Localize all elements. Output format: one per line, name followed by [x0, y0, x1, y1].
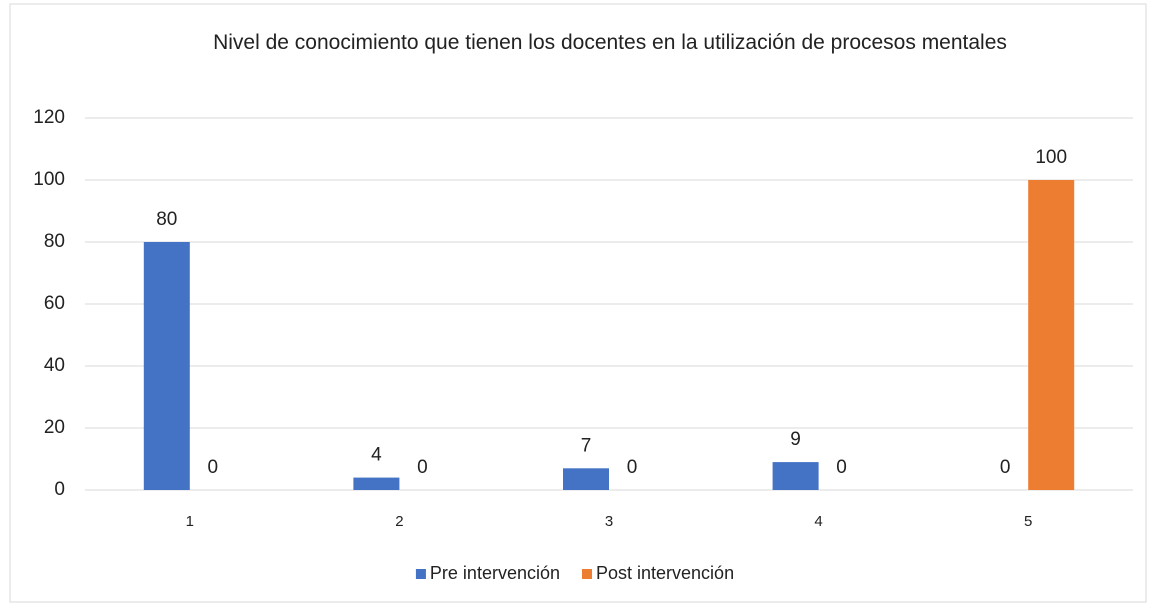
bar	[1028, 180, 1075, 490]
data-label: 7	[581, 435, 592, 456]
chart-title: Nivel de conocimiento que tienen los doc…	[213, 31, 1007, 54]
bar	[143, 242, 190, 490]
legend-swatch	[582, 569, 592, 579]
legend-label: Pre intervención	[430, 563, 560, 583]
bar	[772, 462, 819, 490]
x-tick-label: 2	[395, 513, 403, 530]
legend-label: Post intervención	[596, 563, 734, 583]
chart-border	[9, 3, 1147, 603]
x-tick-label: 1	[186, 513, 194, 530]
y-tick-label: 100	[33, 169, 65, 190]
data-label: 0	[1000, 457, 1011, 478]
y-tick-label: 0	[54, 479, 65, 500]
y-tick-label: 120	[33, 107, 65, 128]
y-tick-label: 40	[44, 355, 65, 376]
x-tick-label: 5	[1024, 513, 1032, 530]
y-tick-label: 60	[44, 293, 65, 314]
bar	[353, 477, 400, 490]
legend-swatch	[415, 569, 426, 579]
bar	[563, 468, 609, 490]
data-label: 100	[1035, 147, 1067, 168]
x-tick-label: 3	[605, 513, 613, 530]
data-label: 0	[208, 457, 219, 478]
x-tick-label: 4	[814, 513, 822, 530]
y-tick-label: 20	[44, 417, 65, 438]
data-label: 0	[627, 457, 638, 478]
data-label: 0	[836, 457, 847, 478]
data-label: 4	[371, 445, 382, 466]
y-tick-label: 80	[44, 231, 65, 252]
data-label: 80	[156, 209, 177, 230]
data-label: 9	[790, 429, 801, 450]
data-label: 0	[417, 457, 428, 478]
